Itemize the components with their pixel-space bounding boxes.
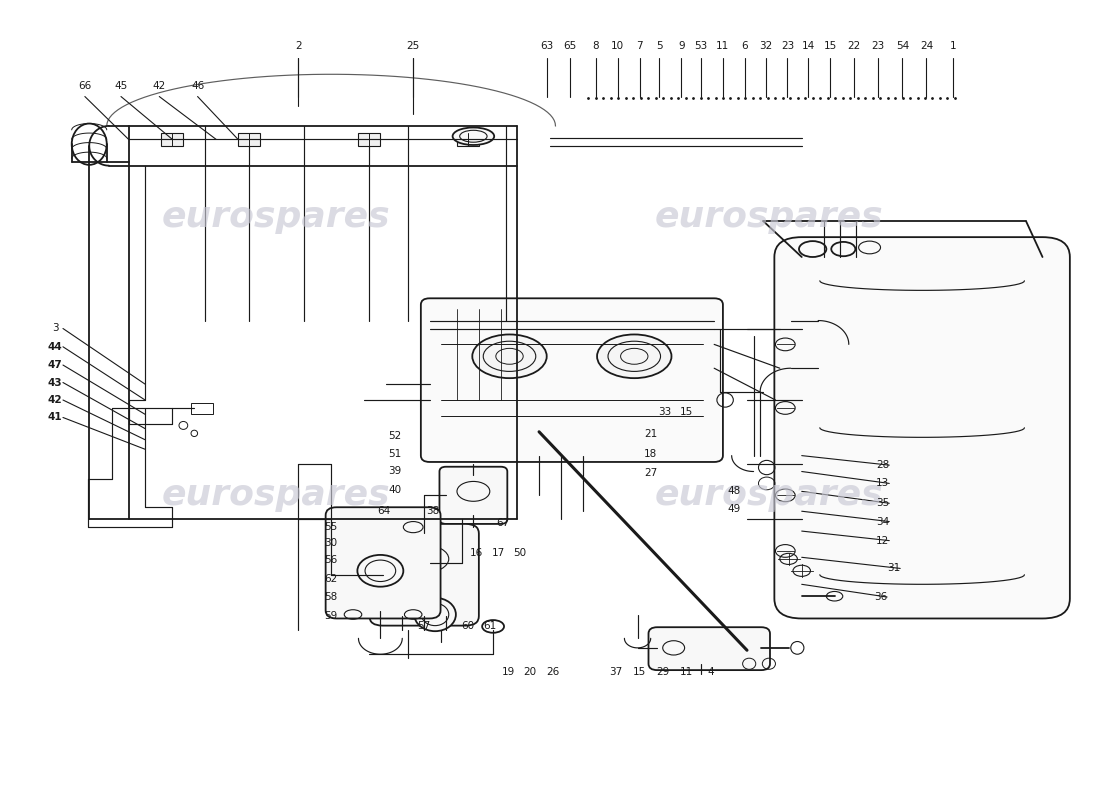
- Text: 7: 7: [637, 42, 644, 51]
- Text: eurospares: eurospares: [162, 200, 390, 234]
- Text: 15: 15: [824, 42, 837, 51]
- Text: 57: 57: [418, 622, 431, 631]
- Text: 59: 59: [324, 611, 338, 621]
- Text: 43: 43: [48, 378, 63, 387]
- Text: 6: 6: [741, 42, 748, 51]
- Text: 46: 46: [191, 81, 205, 91]
- Text: 9: 9: [678, 42, 684, 51]
- Text: 65: 65: [563, 42, 576, 51]
- Text: eurospares: eurospares: [654, 200, 883, 234]
- Ellipse shape: [472, 334, 547, 378]
- Bar: [162, 133, 184, 146]
- Text: 11: 11: [680, 666, 693, 677]
- Text: 12: 12: [876, 536, 889, 546]
- Text: 19: 19: [502, 666, 515, 677]
- Text: 23: 23: [781, 42, 794, 51]
- Text: 24: 24: [920, 42, 933, 51]
- Text: 42: 42: [153, 81, 166, 91]
- Text: 36: 36: [873, 592, 887, 602]
- Text: 30: 30: [324, 538, 338, 548]
- Text: 66: 66: [78, 81, 91, 91]
- Text: 25: 25: [407, 42, 420, 51]
- Text: 38: 38: [427, 506, 440, 516]
- FancyBboxPatch shape: [326, 507, 441, 618]
- Text: 3: 3: [52, 323, 58, 334]
- Text: 5: 5: [656, 42, 663, 51]
- Text: 31: 31: [887, 563, 900, 574]
- Text: 52: 52: [388, 430, 401, 441]
- Text: 23: 23: [871, 42, 886, 51]
- Text: 11: 11: [716, 42, 729, 51]
- Text: 67: 67: [496, 518, 509, 528]
- Ellipse shape: [415, 598, 455, 631]
- Text: 22: 22: [848, 42, 861, 51]
- Text: 26: 26: [547, 666, 560, 677]
- Text: 14: 14: [802, 42, 815, 51]
- Text: 8: 8: [593, 42, 600, 51]
- Ellipse shape: [597, 334, 671, 378]
- Text: 40: 40: [388, 485, 401, 494]
- Ellipse shape: [452, 127, 494, 145]
- Text: 21: 21: [645, 429, 658, 439]
- Text: 50: 50: [513, 547, 526, 558]
- Text: 16: 16: [470, 547, 483, 558]
- Bar: [456, 133, 478, 146]
- Bar: [359, 133, 381, 146]
- Text: 48: 48: [727, 486, 740, 496]
- Text: 17: 17: [492, 547, 505, 558]
- Text: 39: 39: [388, 466, 401, 477]
- Text: 20: 20: [524, 666, 537, 677]
- Text: eurospares: eurospares: [654, 478, 883, 512]
- Text: 33: 33: [658, 407, 671, 417]
- Text: 27: 27: [645, 468, 658, 478]
- Text: 60: 60: [461, 622, 474, 631]
- Text: 58: 58: [324, 592, 338, 602]
- Bar: [238, 133, 260, 146]
- FancyBboxPatch shape: [774, 237, 1070, 618]
- Text: 54: 54: [895, 42, 909, 51]
- Text: 45: 45: [114, 81, 128, 91]
- Text: 62: 62: [324, 574, 338, 584]
- FancyBboxPatch shape: [370, 524, 478, 626]
- Text: 53: 53: [694, 42, 707, 51]
- Text: 29: 29: [656, 666, 670, 677]
- Text: 10: 10: [612, 42, 625, 51]
- Text: 28: 28: [876, 460, 889, 470]
- Text: 32: 32: [759, 42, 772, 51]
- Text: 41: 41: [48, 413, 63, 422]
- Text: 51: 51: [388, 449, 401, 459]
- Text: 37: 37: [609, 666, 623, 677]
- FancyBboxPatch shape: [649, 627, 770, 670]
- Text: 42: 42: [48, 395, 63, 405]
- Text: 56: 56: [324, 555, 338, 566]
- Text: 15: 15: [680, 407, 693, 417]
- Text: 35: 35: [876, 498, 889, 508]
- FancyBboxPatch shape: [421, 298, 723, 462]
- Text: 55: 55: [324, 522, 338, 532]
- FancyBboxPatch shape: [440, 466, 507, 524]
- Text: 15: 15: [634, 666, 647, 677]
- Text: eurospares: eurospares: [162, 478, 390, 512]
- Text: 2: 2: [295, 42, 301, 51]
- Text: 49: 49: [727, 504, 740, 514]
- Text: 47: 47: [48, 360, 63, 370]
- Text: 63: 63: [540, 42, 553, 51]
- Text: 18: 18: [645, 449, 658, 459]
- Text: 64: 64: [377, 506, 390, 516]
- Text: 4: 4: [707, 666, 714, 677]
- Text: 44: 44: [48, 342, 63, 352]
- Text: 34: 34: [876, 517, 889, 526]
- Bar: [191, 403, 213, 414]
- Text: 1: 1: [949, 42, 956, 51]
- Text: 61: 61: [483, 622, 496, 631]
- Text: 13: 13: [876, 478, 889, 489]
